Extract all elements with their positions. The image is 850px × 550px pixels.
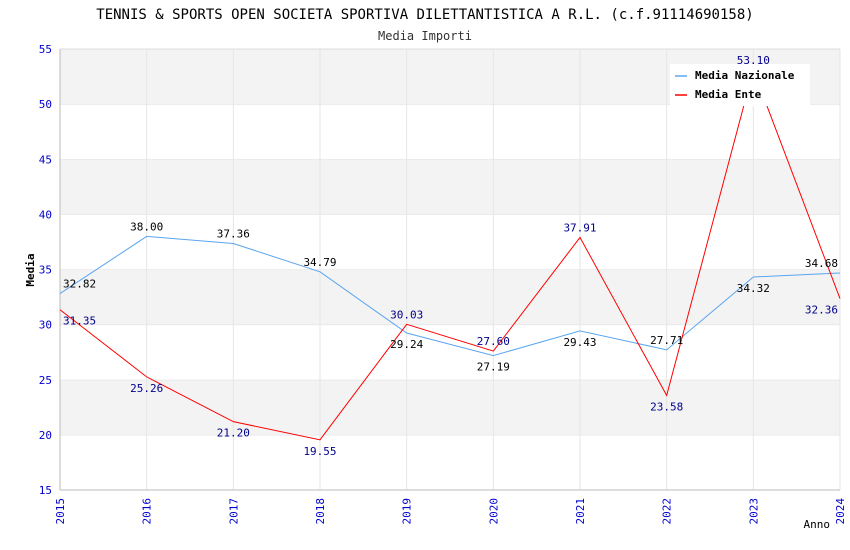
- data-label: 38.00: [130, 220, 163, 233]
- y-tick-label: 40: [39, 208, 52, 221]
- data-label: 27.71: [650, 334, 683, 347]
- data-label: 32.82: [63, 278, 96, 291]
- y-tick-label: 45: [39, 153, 52, 166]
- grid-band: [60, 324, 840, 380]
- x-tick-label: 2015: [54, 498, 67, 525]
- grid-band: [60, 434, 840, 490]
- x-tick-label: 2024: [834, 498, 847, 525]
- x-tick-label: 2020: [487, 498, 500, 524]
- data-label: 19.55: [303, 445, 336, 458]
- x-tick-label: 2022: [661, 498, 674, 525]
- grid-band: [60, 379, 840, 435]
- data-label: 29.24: [390, 338, 423, 351]
- y-tick-label: 15: [39, 484, 52, 497]
- legend-label-nazionale: Media Nazionale: [695, 69, 795, 82]
- data-label: 37.91: [563, 221, 596, 234]
- data-label: 34.79: [303, 256, 336, 269]
- x-axis-label: Anno: [804, 518, 831, 531]
- x-tick-label: 2016: [141, 498, 154, 525]
- y-tick-label: 20: [39, 429, 52, 442]
- data-label: 27.60: [477, 335, 510, 348]
- x-tick-label: 2019: [401, 498, 414, 525]
- legend-label-ente: Media Ente: [695, 88, 762, 101]
- data-label: 34.68: [805, 257, 838, 270]
- data-label: 37.36: [217, 227, 250, 240]
- x-tick-label: 2023: [747, 498, 760, 525]
- y-tick-label: 50: [39, 98, 52, 111]
- data-label: 25.26: [130, 382, 163, 395]
- grid-band: [60, 269, 840, 325]
- x-tick-label: 2021: [574, 498, 587, 525]
- data-label: 32.36: [805, 304, 838, 317]
- data-label: 31.35: [63, 315, 96, 328]
- chart-subtitle: Media Importi: [378, 29, 472, 43]
- y-tick-label: 55: [39, 43, 52, 56]
- series-line-ente: [59, 68, 841, 441]
- data-label: 34.32: [737, 282, 770, 295]
- grid-band: [60, 159, 840, 215]
- legend: Media Nazionale Media Ente: [670, 64, 810, 106]
- y-tick-label: 25: [39, 374, 52, 387]
- data-label: 23.58: [650, 400, 683, 413]
- data-label: 53.10: [737, 54, 770, 67]
- grid-band: [60, 214, 840, 270]
- x-tick-label: 2017: [227, 498, 240, 525]
- y-axis-label: Media: [24, 253, 37, 286]
- data-label: 27.19: [477, 361, 510, 374]
- chart-title: TENNIS & SPORTS OPEN SOCIETA SPORTIVA DI…: [96, 7, 753, 23]
- series-line-nazionale: [59, 235, 841, 357]
- y-tick-label: 30: [39, 319, 52, 332]
- grid-band: [60, 104, 840, 160]
- data-label: 21.20: [217, 427, 250, 440]
- data-label: 29.43: [563, 336, 596, 349]
- x-tick-label: 2018: [314, 498, 327, 525]
- data-label: 30.03: [390, 308, 423, 321]
- y-tick-label: 35: [39, 264, 52, 277]
